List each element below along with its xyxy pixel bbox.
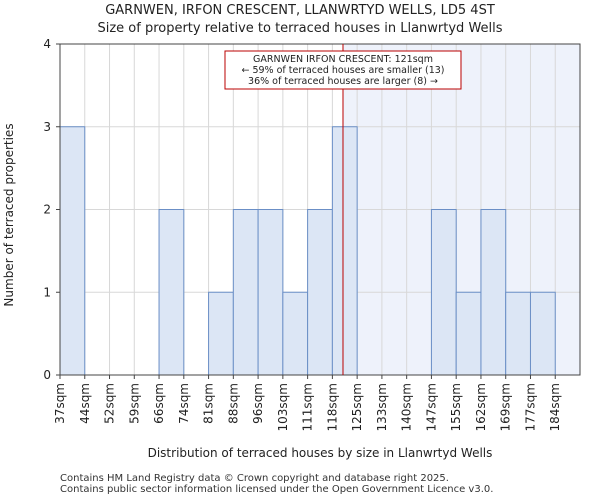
y-tick-label: 4 — [43, 37, 51, 51]
annotation-line-2: ← 59% of terraced houses are smaller (13… — [241, 65, 444, 76]
y-tick-label: 1 — [43, 285, 51, 299]
bar-111sqm — [307, 209, 333, 376]
x-tick-label: 103sqm — [276, 383, 290, 431]
x-tick-label: 147sqm — [424, 383, 438, 431]
bar-169sqm — [505, 291, 531, 376]
bar-155sqm — [455, 291, 482, 376]
chart-subtitle: Size of property relative to terraced ho… — [97, 21, 502, 36]
x-axis-label: Distribution of terraced houses by size … — [148, 446, 493, 460]
annotation-line-1: GARNWEN IRFON CRESCENT: 121sqm — [253, 54, 433, 65]
bar-81sqm — [208, 291, 234, 376]
bars — [59, 126, 556, 376]
annotation-line-3: 36% of terraced houses are larger (8) → — [248, 76, 438, 87]
x-tick-label: 125sqm — [350, 383, 364, 431]
x-tick-label: 96sqm — [251, 383, 265, 424]
x-tick-label: 74sqm — [177, 383, 191, 424]
bar-96sqm — [257, 209, 284, 376]
x-tick-label: 162sqm — [474, 383, 488, 431]
x-tick-label: 88sqm — [226, 383, 240, 424]
x-tick-label: 81sqm — [202, 383, 216, 424]
y-tick-label: 2 — [43, 203, 51, 217]
y-tick-label: 3 — [43, 120, 51, 134]
footer-line-2: Contains public sector information licen… — [60, 484, 494, 495]
x-tick-label: 66sqm — [152, 383, 166, 424]
x-axis-ticks: 37sqm 44sqm 52sqm 59sqm 66sqm 74sqm 81sqm 88sqm… — [53, 375, 562, 431]
bar-147sqm — [430, 209, 457, 376]
x-tick-label: 184sqm — [548, 383, 562, 431]
y-axis-ticks: 0 1 2 3 4 — [43, 37, 60, 382]
bar-37sqm — [59, 126, 86, 376]
bar-103sqm — [282, 291, 309, 376]
x-tick-label: 177sqm — [523, 383, 537, 431]
footer: Contains HM Land Registry data © Crown c… — [60, 473, 493, 495]
x-tick-label: 169sqm — [499, 383, 513, 431]
x-tick-label: 52sqm — [103, 383, 117, 424]
x-tick-label: 37sqm — [53, 383, 67, 424]
bar-66sqm — [158, 209, 185, 376]
bar-162sqm — [480, 209, 507, 376]
x-tick-label: 59sqm — [127, 383, 141, 424]
y-tick-label: 0 — [43, 368, 51, 382]
chart-title: GARNWEN, IRFON CRESCENT, LLANWRTYD WELLS… — [105, 3, 495, 18]
x-tick-label: 44sqm — [78, 383, 92, 424]
x-tick-label: 155sqm — [449, 383, 463, 431]
bar-177sqm — [529, 291, 556, 376]
footer-line-1: Contains HM Land Registry data © Crown c… — [60, 473, 449, 484]
y-axis-label: Number of terraced properties — [2, 123, 16, 306]
x-tick-label: 118sqm — [325, 383, 339, 431]
x-tick-label: 111sqm — [301, 383, 315, 431]
bar-88sqm — [232, 209, 259, 376]
x-tick-label: 133sqm — [375, 383, 389, 431]
x-tick-label: 140sqm — [400, 383, 414, 431]
bar-118sqm — [331, 126, 358, 376]
annotation-box — [224, 50, 462, 90]
